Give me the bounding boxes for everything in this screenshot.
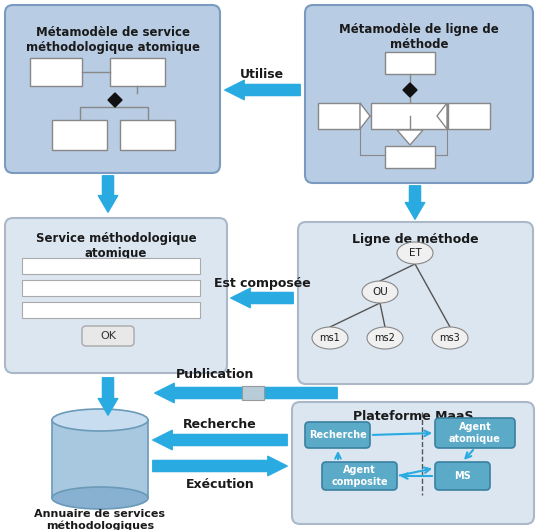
Text: Exécution: Exécution bbox=[186, 478, 254, 490]
Text: ms2: ms2 bbox=[374, 333, 395, 343]
Bar bbox=[242, 386, 264, 400]
Bar bbox=[22, 302, 200, 318]
FancyBboxPatch shape bbox=[292, 402, 534, 524]
FancyBboxPatch shape bbox=[305, 5, 533, 183]
FancyArrowPatch shape bbox=[405, 186, 424, 219]
Text: Publication: Publication bbox=[176, 368, 254, 382]
Bar bbox=[22, 258, 200, 274]
FancyBboxPatch shape bbox=[82, 326, 134, 346]
Bar bbox=[52, 120, 107, 150]
Text: OU: OU bbox=[372, 287, 388, 297]
Ellipse shape bbox=[312, 327, 348, 349]
Polygon shape bbox=[360, 103, 370, 129]
FancyArrowPatch shape bbox=[153, 430, 287, 450]
FancyBboxPatch shape bbox=[305, 422, 370, 448]
Bar bbox=[110, 58, 165, 86]
FancyArrowPatch shape bbox=[98, 176, 118, 212]
FancyArrowPatch shape bbox=[225, 80, 300, 100]
Polygon shape bbox=[437, 103, 447, 129]
Text: Agent
composite: Agent composite bbox=[331, 465, 388, 487]
Bar bbox=[371, 103, 447, 129]
Bar bbox=[30, 58, 82, 86]
FancyBboxPatch shape bbox=[5, 5, 220, 173]
Text: Est composée: Est composée bbox=[214, 277, 310, 289]
Bar bbox=[385, 146, 435, 168]
Text: Métamodèle de ligne de
méthode: Métamodèle de ligne de méthode bbox=[339, 23, 499, 51]
Ellipse shape bbox=[367, 327, 403, 349]
Text: Agent
atomique: Agent atomique bbox=[449, 422, 501, 444]
FancyArrowPatch shape bbox=[155, 383, 337, 403]
FancyArrowPatch shape bbox=[231, 288, 293, 308]
FancyBboxPatch shape bbox=[298, 222, 533, 384]
FancyBboxPatch shape bbox=[322, 462, 397, 490]
Text: Ligne de méthode: Ligne de méthode bbox=[352, 234, 479, 246]
Text: Métamodèle de service
méthodologique atomique: Métamodèle de service méthodologique ato… bbox=[25, 26, 200, 54]
Polygon shape bbox=[397, 130, 423, 145]
Bar bbox=[22, 280, 200, 296]
Bar bbox=[385, 52, 435, 74]
Bar bbox=[448, 103, 490, 129]
Ellipse shape bbox=[397, 242, 433, 264]
FancyBboxPatch shape bbox=[5, 218, 227, 373]
Polygon shape bbox=[403, 83, 417, 97]
Text: Recherche: Recherche bbox=[309, 430, 366, 440]
Bar bbox=[318, 103, 360, 129]
Ellipse shape bbox=[52, 487, 148, 509]
FancyBboxPatch shape bbox=[435, 418, 515, 448]
Text: OK: OK bbox=[100, 331, 116, 341]
Bar bbox=[52, 420, 148, 498]
Ellipse shape bbox=[432, 327, 468, 349]
Bar bbox=[120, 120, 175, 150]
Polygon shape bbox=[108, 93, 122, 107]
Text: Annuaire de services
méthodologiques: Annuaire de services méthodologiques bbox=[34, 509, 166, 530]
Ellipse shape bbox=[52, 409, 148, 431]
FancyArrowPatch shape bbox=[98, 378, 118, 415]
Text: Plateforme MaaS: Plateforme MaaS bbox=[353, 410, 473, 422]
FancyBboxPatch shape bbox=[435, 462, 490, 490]
FancyArrowPatch shape bbox=[153, 456, 287, 476]
Ellipse shape bbox=[362, 281, 398, 303]
Text: ms1: ms1 bbox=[320, 333, 341, 343]
Text: Service méthodologique
atomique: Service méthodologique atomique bbox=[36, 232, 196, 260]
Text: Recherche: Recherche bbox=[183, 418, 257, 430]
Text: ms3: ms3 bbox=[440, 333, 461, 343]
Text: MS: MS bbox=[454, 471, 471, 481]
Text: Utilise: Utilise bbox=[240, 68, 284, 82]
Text: ET: ET bbox=[409, 248, 421, 258]
